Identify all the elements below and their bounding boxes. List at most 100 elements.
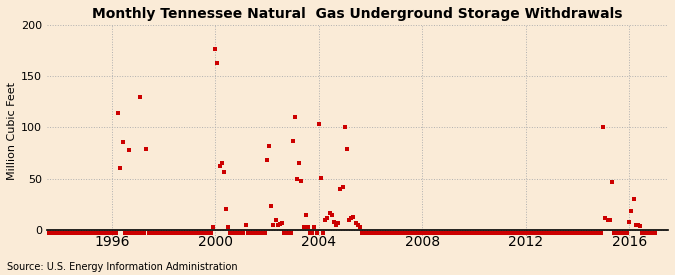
Point (37, 231, 48, 235)
Point (87, 231, 98, 235)
Point (568, 231, 578, 235)
Point (417, 231, 428, 235)
Point (492, 231, 503, 235)
Point (128, 231, 138, 235)
Point (57, 231, 68, 235)
Point (354, 225, 365, 229)
Point (589, 231, 600, 235)
Point (302, 225, 313, 229)
Point (178, 231, 188, 235)
Point (205, 231, 216, 235)
Point (242, 231, 253, 235)
Point (145, 231, 156, 235)
Point (42, 231, 53, 235)
Point (369, 231, 380, 235)
Point (277, 221, 288, 225)
Point (632, 222, 643, 227)
Point (270, 218, 281, 222)
Point (44, 231, 55, 235)
Point (232, 231, 242, 235)
Point (342, 147, 352, 151)
Point (315, 175, 326, 180)
Point (620, 231, 630, 235)
Point (454, 231, 464, 235)
Point (415, 231, 426, 235)
Point (428, 231, 439, 235)
Point (378, 231, 389, 235)
Point (40, 231, 51, 235)
Point (176, 231, 186, 235)
Point (516, 231, 526, 235)
Point (585, 231, 596, 235)
Point (587, 231, 598, 235)
Point (598, 125, 609, 130)
Point (124, 148, 134, 152)
Point (639, 231, 649, 235)
Point (311, 231, 322, 235)
Point (352, 222, 363, 227)
Point (212, 60, 223, 65)
Point (141, 147, 152, 151)
Point (486, 231, 497, 235)
Point (96, 231, 107, 235)
Point (236, 231, 246, 235)
Point (425, 231, 436, 235)
Point (143, 231, 154, 235)
Point (376, 231, 387, 235)
Point (318, 231, 329, 235)
Point (208, 225, 219, 229)
Point (561, 231, 572, 235)
Point (326, 212, 337, 217)
Point (559, 231, 570, 235)
Point (564, 231, 574, 235)
Point (479, 231, 490, 235)
Point (115, 166, 126, 170)
Point (436, 231, 447, 235)
Point (637, 231, 647, 235)
Point (134, 94, 145, 99)
Point (449, 231, 460, 235)
Point (604, 218, 615, 222)
Point (130, 231, 141, 235)
Point (406, 231, 416, 235)
Point (255, 231, 266, 235)
Point (244, 231, 255, 235)
Point (546, 231, 557, 235)
Point (132, 231, 143, 235)
Point (197, 231, 208, 235)
Point (412, 231, 423, 235)
Point (628, 197, 639, 201)
Point (93, 231, 104, 235)
Point (72, 231, 83, 235)
Y-axis label: Million Cubic Feet: Million Cubic Feet (7, 82, 17, 180)
Point (98, 231, 109, 235)
Point (184, 231, 195, 235)
Point (600, 215, 611, 220)
Point (102, 231, 113, 235)
Point (292, 177, 302, 181)
Point (393, 231, 404, 235)
Point (238, 231, 248, 235)
Point (246, 231, 257, 235)
Point (126, 231, 136, 235)
Point (602, 218, 613, 222)
Point (458, 231, 468, 235)
Point (611, 231, 622, 235)
Point (328, 219, 339, 224)
Point (76, 231, 87, 235)
Point (626, 209, 637, 214)
Point (495, 231, 506, 235)
Point (63, 231, 74, 235)
Point (490, 231, 501, 235)
Point (548, 231, 559, 235)
Point (214, 164, 225, 169)
Point (512, 231, 522, 235)
Point (33, 231, 44, 235)
Point (217, 161, 227, 166)
Point (551, 231, 562, 235)
Point (540, 231, 551, 235)
Point (520, 231, 531, 235)
Point (298, 225, 309, 229)
Point (365, 231, 376, 235)
Point (634, 224, 645, 228)
